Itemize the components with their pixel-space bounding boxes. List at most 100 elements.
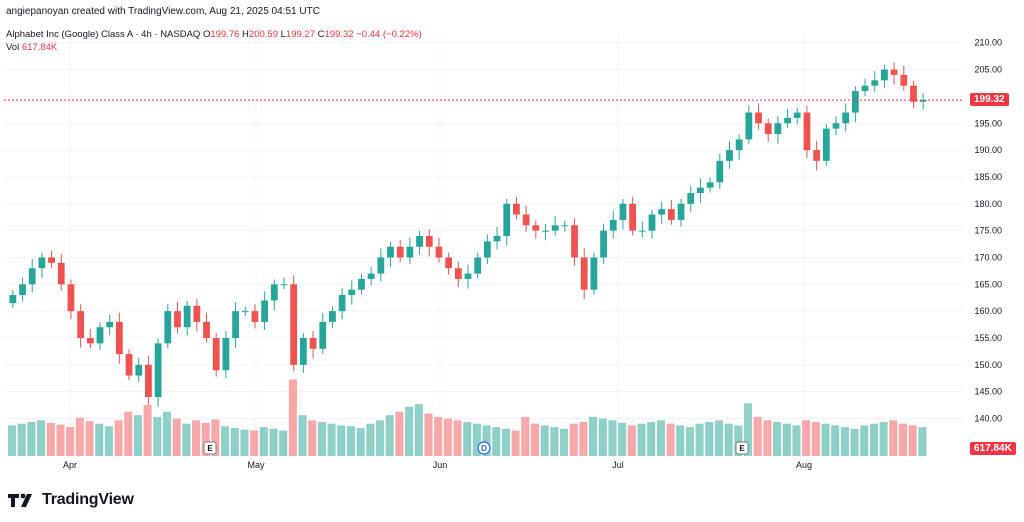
candle-body	[203, 321, 210, 338]
volume-bar	[530, 423, 540, 456]
volume-bar	[647, 422, 656, 456]
open-value: 199.76	[210, 29, 240, 40]
volume-bar	[734, 425, 743, 456]
candle-body	[435, 246, 443, 258]
volume-bar	[385, 415, 394, 456]
candle-body	[813, 150, 821, 161]
volume-bar	[898, 423, 908, 456]
y-tick-label: 150.00	[974, 360, 1002, 370]
volume-bar	[869, 423, 878, 456]
candle-body	[755, 112, 762, 124]
candlestick-chart[interactable]: 140.00 145.00 150.00 155.00 160.00 165.00 170.…	[0, 22, 1024, 476]
volume-bar	[279, 430, 288, 456]
y-tick-label: 195.00	[974, 118, 1002, 128]
y-tick-label: 190.00	[974, 145, 1002, 155]
candle-body	[367, 273, 375, 279]
candle-body	[164, 311, 172, 344]
volume-bar	[627, 425, 636, 456]
volume-bar	[104, 426, 113, 456]
y-tick-label: 165.00	[974, 279, 1002, 289]
candle-body	[96, 327, 104, 344]
volume-bar	[153, 416, 162, 456]
y-tick-label: 210.00	[974, 38, 1002, 48]
candle-body	[174, 311, 181, 328]
volume-bar	[192, 420, 201, 456]
change-value: −0.44 (−0.22%)	[356, 29, 422, 40]
y-tick-label: 145.00	[974, 387, 1002, 397]
candle-body	[774, 123, 782, 134]
candle-body	[619, 203, 627, 220]
candle-body	[270, 284, 278, 301]
candle-body	[871, 80, 879, 86]
candle-body	[48, 257, 55, 263]
volume-bar	[782, 423, 791, 456]
close-value: 199.32	[324, 29, 354, 40]
x-tick-label: Apr	[63, 460, 77, 470]
candle-body	[629, 203, 637, 231]
candle-body	[9, 295, 17, 304]
candle-body	[145, 364, 152, 398]
candle-body	[309, 338, 317, 349]
candle-body	[851, 91, 859, 113]
volume-bar	[162, 411, 172, 456]
candle-body	[483, 241, 491, 258]
candle-body	[251, 311, 259, 322]
volume-bar	[182, 423, 191, 456]
volume-bar	[317, 422, 326, 456]
volume-bar	[821, 423, 830, 456]
y-tick-label: 155.00	[974, 333, 1002, 343]
volume-bar	[453, 420, 462, 456]
volume-bar	[889, 420, 898, 456]
volume-bar	[492, 427, 501, 456]
volume-bar	[463, 422, 472, 456]
y-tick-label: 140.00	[974, 414, 1002, 424]
candle-body	[493, 236, 501, 242]
volume-bar	[66, 427, 75, 456]
volume-bar	[569, 423, 578, 456]
volume-bar	[424, 413, 433, 456]
volume-bar	[501, 428, 510, 456]
volume-bar	[840, 427, 849, 456]
volume-bar	[753, 416, 762, 456]
y-tick-label: 175.00	[974, 226, 1002, 236]
candle-body	[377, 257, 385, 274]
candle-body	[561, 225, 569, 227]
chart-area[interactable]: 140.00 145.00 150.00 155.00 160.00 165.00 170.…	[0, 22, 1024, 476]
tradingview-logo-icon[interactable]	[8, 492, 36, 508]
volume-bar	[443, 418, 452, 456]
candle-body	[890, 69, 898, 75]
volume-bar	[356, 427, 365, 456]
volume-bar	[124, 411, 133, 456]
volume-bar	[405, 406, 414, 456]
volume-bar	[259, 427, 268, 456]
volume-bar	[579, 422, 588, 456]
candle-body	[396, 246, 404, 258]
candle-body	[358, 278, 365, 290]
volume-bar	[850, 428, 859, 456]
volume-bar	[211, 419, 220, 456]
candle-body	[241, 311, 249, 313]
dividend-marker	[477, 441, 491, 455]
brand-name[interactable]: TradingView	[42, 491, 134, 508]
candle-body	[881, 69, 888, 81]
candle-body	[542, 230, 549, 232]
volume-bar	[511, 430, 520, 456]
candle-body	[67, 284, 75, 312]
volume-bar	[395, 411, 404, 456]
candle-body	[832, 123, 840, 129]
volume-bar	[521, 416, 530, 456]
candle-body	[474, 257, 482, 274]
candle-body	[299, 338, 307, 365]
volume-bar	[327, 423, 336, 456]
candle-body	[19, 284, 26, 296]
volume-bar	[269, 428, 278, 456]
footer: TradingView	[8, 488, 134, 512]
volume-bar	[695, 423, 704, 456]
volume-bar	[201, 422, 210, 456]
candle-body	[822, 128, 830, 161]
volume-bar	[860, 425, 869, 456]
candle-body	[551, 225, 559, 231]
candle-body	[910, 85, 917, 102]
candle-body	[319, 321, 327, 349]
candle-body	[648, 214, 656, 231]
